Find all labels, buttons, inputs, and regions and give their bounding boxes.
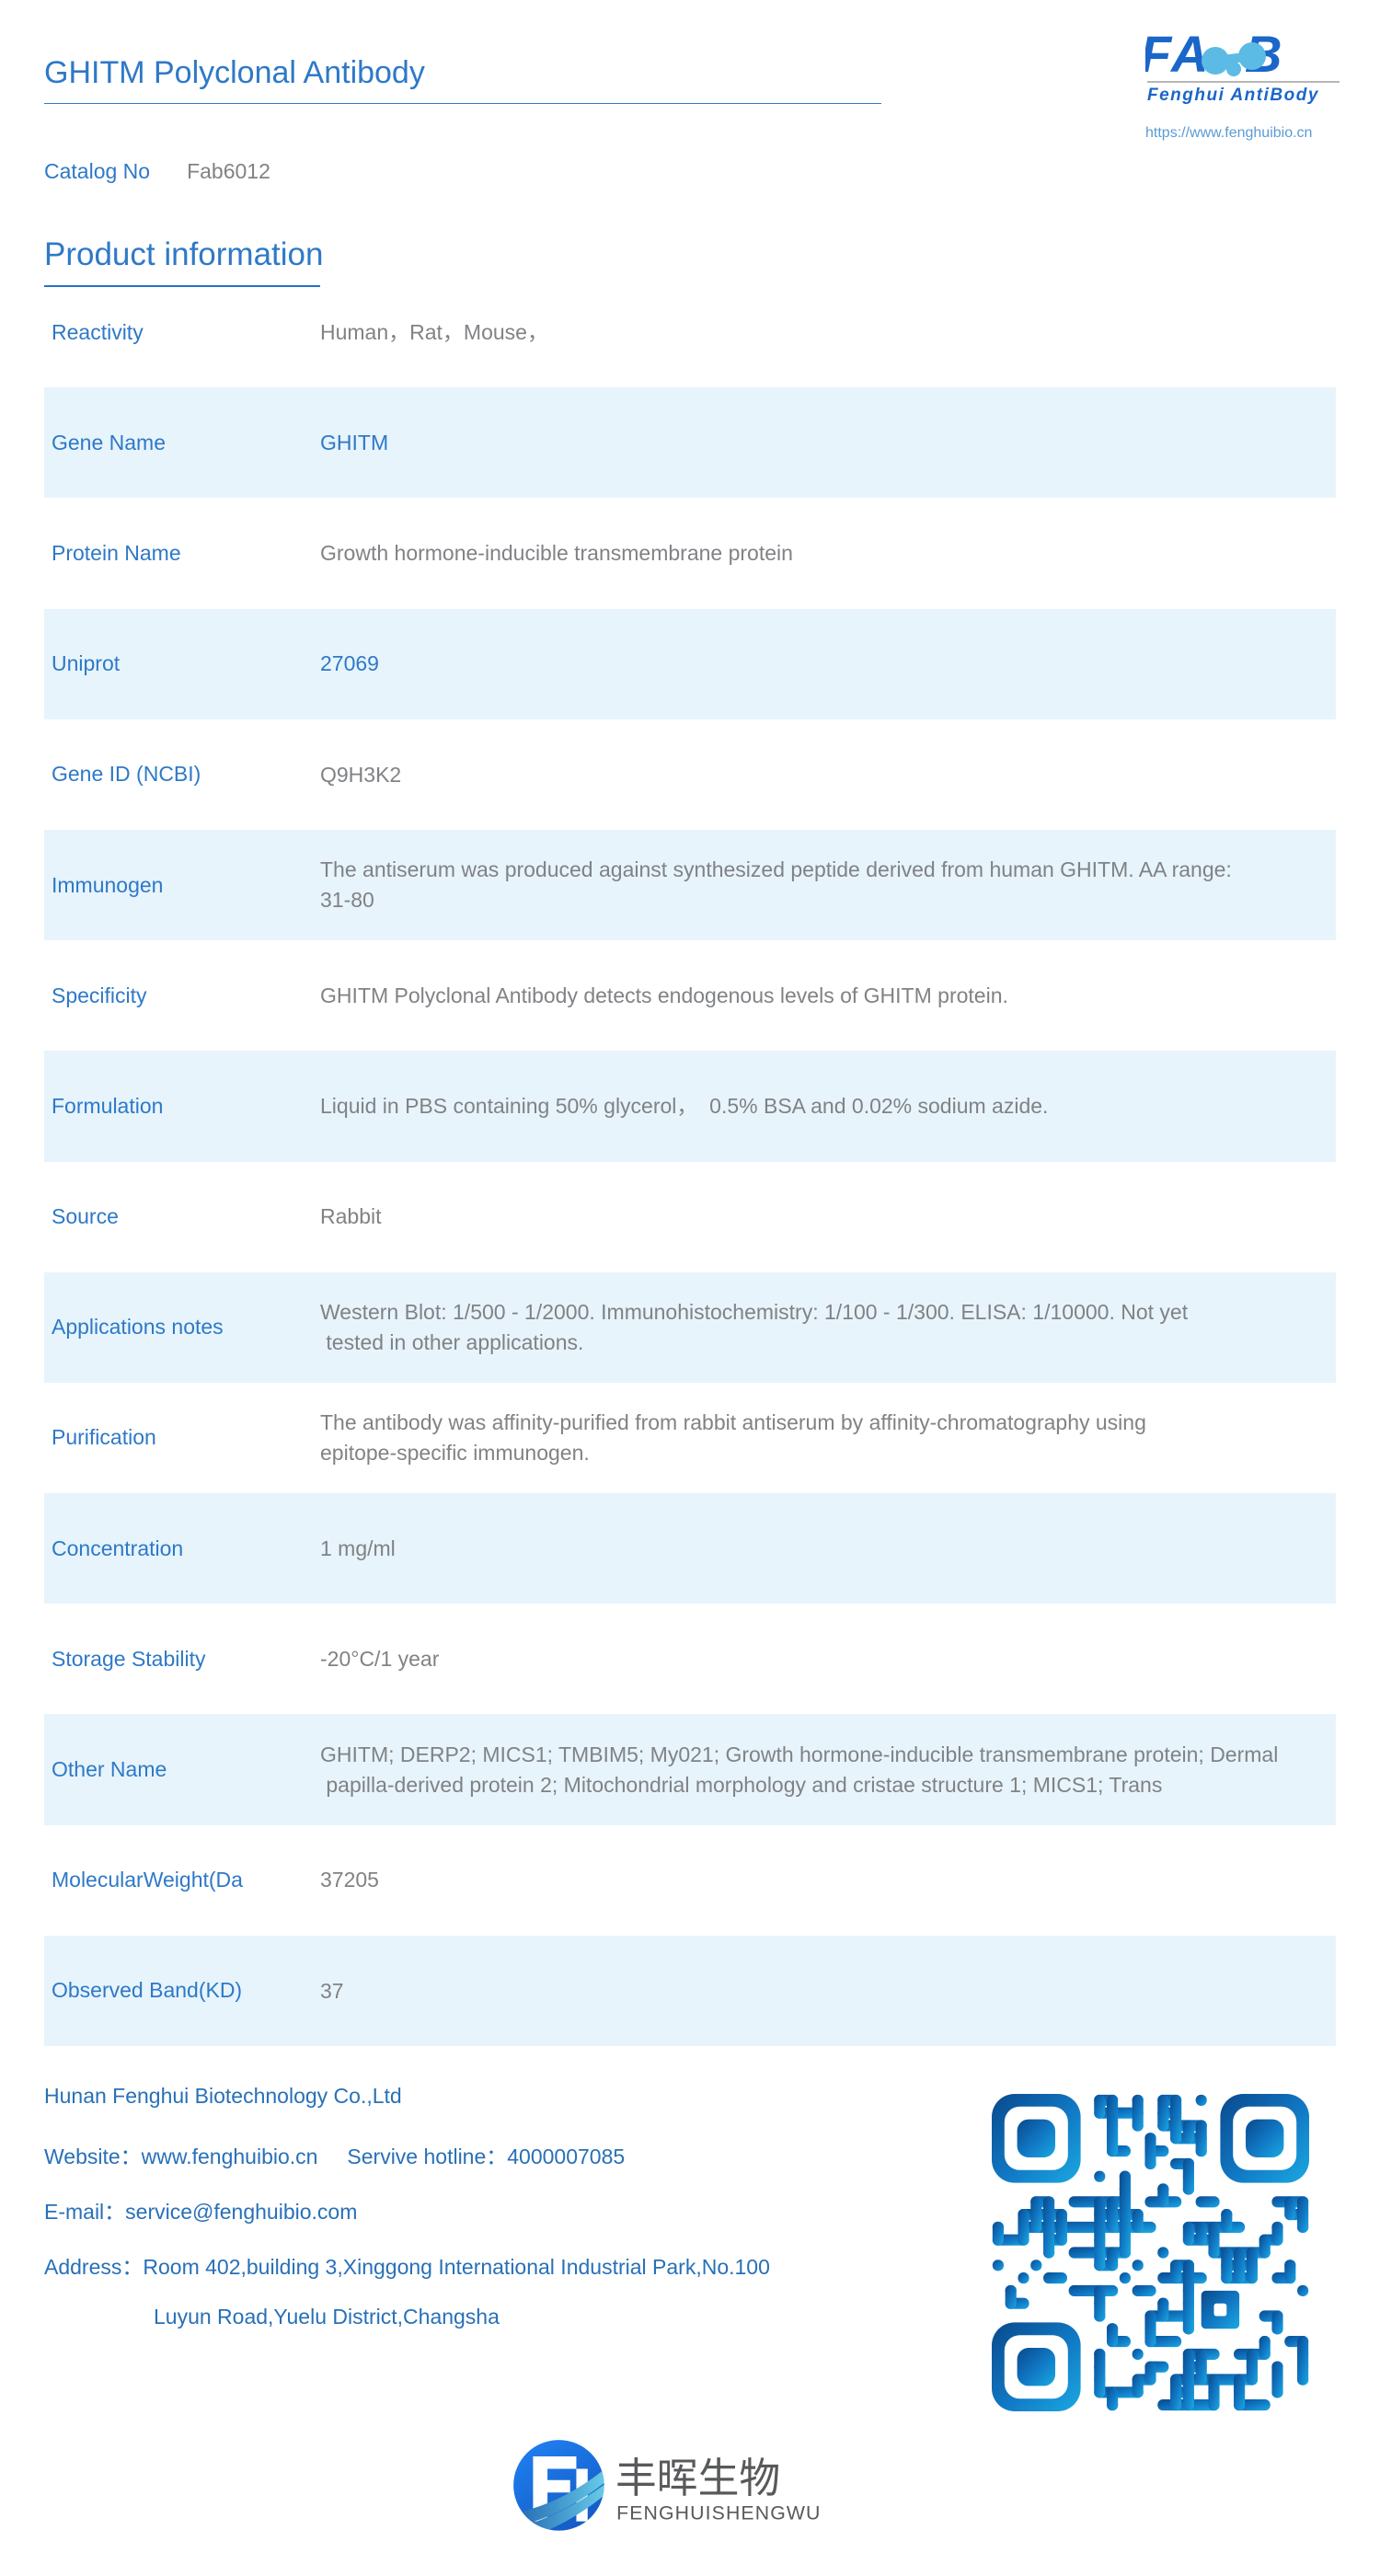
svg-text:Fenghui AntiBody: Fenghui AntiBody <box>1147 86 1319 105</box>
svg-text:丰晖生物: 丰晖生物 <box>615 2444 780 2504</box>
svg-text:FENGHUISHENGWU: FENGHUISHENGWU <box>616 2501 821 2524</box>
svg-text:A: A <box>1169 25 1208 83</box>
svg-text:F: F <box>1145 25 1173 83</box>
